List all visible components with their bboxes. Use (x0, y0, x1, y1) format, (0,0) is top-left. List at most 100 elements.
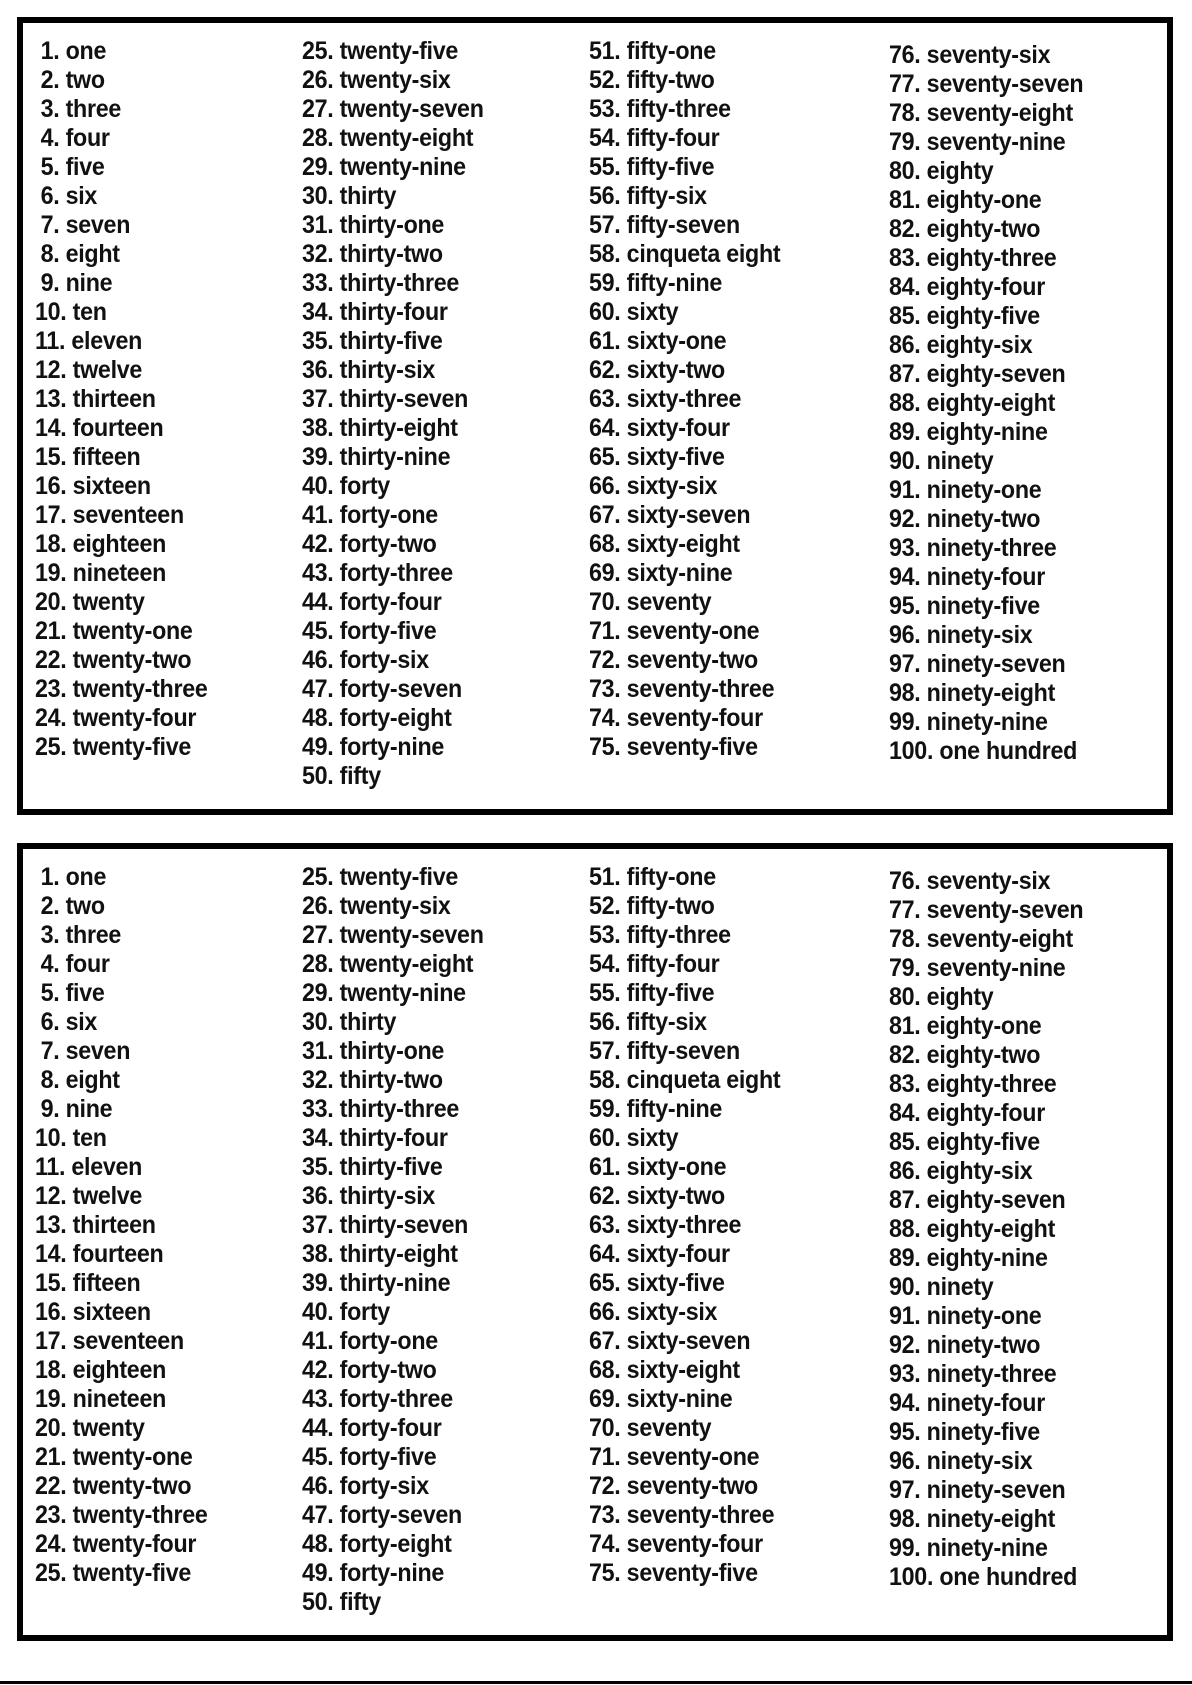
number-word-item: 51. fifty-one (589, 37, 716, 65)
number-word-item: 17. seventeen (35, 501, 184, 529)
number-word-item: 7. seven (40, 211, 131, 239)
number-word-item: 67. sixty-seven (589, 1327, 751, 1355)
number-word-item: 59. fifty-nine (589, 269, 723, 297)
number-word-item: 18. eighteen (35, 530, 167, 558)
number-word-item: 83. eighty-three (889, 1070, 1057, 1098)
number-word-item: 94. ninety-four (889, 563, 1046, 591)
number-word-item: 38. thirty-eight (302, 1240, 458, 1268)
number-word-item: 13. thirteen (35, 385, 156, 413)
number-word-item: 20. twenty (35, 1414, 145, 1442)
number-word-item: 3. three (40, 921, 122, 949)
number-word-item: 76. seventy-six (889, 41, 1051, 69)
bottom-divider (0, 1681, 1192, 1684)
number-word-item: 100. one hundred (889, 737, 1078, 765)
number-word-item: 96. ninety-six (889, 1447, 1033, 1475)
number-word-item: 24. twenty-four (35, 1530, 197, 1558)
number-word-item: 82. eighty-two (889, 1041, 1041, 1069)
number-word-item: 21. twenty-one (35, 617, 193, 645)
number-word-item: 44. forty-four (302, 1414, 442, 1442)
number-word-item: 8. eight (40, 1066, 120, 1094)
number-word-item: 88. eighty-eight (889, 389, 1056, 417)
number-word-item: 68. sixty-eight (589, 530, 740, 558)
number-word-item: 89. eighty-nine (889, 1244, 1048, 1272)
number-word-item: 49. forty-nine (302, 1559, 445, 1587)
number-word-item: 63. sixty-three (589, 1211, 742, 1239)
number-word-item: 53. fifty-three (589, 95, 731, 123)
number-word-item: 40. forty (302, 1298, 390, 1326)
number-word-item: 6. six (40, 1008, 98, 1036)
number-word-item: 54. fifty-four (589, 124, 720, 152)
number-word-item: 75. seventy-five (589, 733, 758, 761)
number-column: 51. fifty-one 52. fifty-two 53. fifty-thre… (589, 863, 795, 1588)
number-word-item: 97. ninety-seven (889, 650, 1066, 678)
number-word-item: 66. sixty-six (589, 1298, 718, 1326)
number-word-item: 47. forty-seven (302, 1501, 462, 1529)
number-word-item: 88. eighty-eight (889, 1215, 1056, 1243)
number-word-item: 29. twenty-nine (302, 979, 466, 1007)
number-word-item: 6. six (40, 182, 98, 210)
number-word-item: 32. thirty-two (302, 240, 443, 268)
number-word-item: 43. forty-three (302, 1385, 453, 1413)
number-word-item: 34. thirty-four (302, 1124, 448, 1152)
number-word-item: 48. forty-eight (302, 1530, 452, 1558)
number-word-item: 18. eighteen (35, 1356, 167, 1384)
number-word-item: 38. thirty-eight (302, 414, 458, 442)
number-word-item: 41. forty-one (302, 501, 438, 529)
number-word-item: 81. eighty-one (889, 1012, 1042, 1040)
number-word-item: 70. seventy (589, 1414, 712, 1442)
number-word-item: 83. eighty-three (889, 244, 1057, 272)
number-word-item: 21. twenty-one (35, 1443, 193, 1471)
number-word-item: 92. ninety-two (889, 1331, 1041, 1359)
number-word-item: 91. ninety-one (889, 1302, 1042, 1330)
number-word-item: 23. twenty-three (35, 675, 208, 703)
number-word-item: 52. fifty-two (589, 66, 715, 94)
number-word-item: 10. ten (35, 298, 107, 326)
number-word-item: 5. five (40, 153, 105, 181)
number-word-item: 60. sixty (589, 1124, 679, 1152)
number-word-item: 14. fourteen (35, 1240, 164, 1268)
number-word-item: 61. sixty-one (589, 1153, 727, 1181)
number-word-item: 29. twenty-nine (302, 153, 466, 181)
number-word-item: 93. ninety-three (889, 534, 1057, 562)
number-word-item: 25. twenty-five (35, 1559, 192, 1587)
number-word-item: 16. sixteen (35, 1298, 151, 1326)
number-word-item: 54. fifty-four (589, 950, 720, 978)
number-word-item: 63. sixty-three (589, 385, 742, 413)
number-word-item: 33. thirty-three (302, 269, 460, 297)
number-word-item: 15. fifteen (35, 443, 141, 471)
number-word-item: 87. eighty-seven (889, 360, 1066, 388)
number-word-item: 53. fifty-three (589, 921, 731, 949)
number-word-item: 52. fifty-two (589, 892, 715, 920)
number-word-item: 4. four (40, 950, 110, 978)
number-word-item: 91. ninety-one (889, 476, 1042, 504)
number-word-item: 85. eighty-five (889, 302, 1040, 330)
number-word-item: 73. seventy-three (589, 1501, 775, 1529)
number-word-item: 80. eighty (889, 983, 994, 1011)
number-word-item: 77. seventy-seven (889, 896, 1084, 924)
number-word-item: 26. twenty-six (302, 892, 451, 920)
number-word-item: 37. thirty-seven (302, 1211, 469, 1239)
number-word-item: 26. twenty-six (302, 66, 451, 94)
number-word-item: 58. cinqueta eight (589, 1066, 781, 1094)
number-word-item: 31. thirty-one (302, 211, 445, 239)
number-word-item: 79. seventy-nine (889, 954, 1066, 982)
number-word-item: 71. seventy-one (589, 1443, 760, 1471)
number-word-item: 78. seventy-eight (889, 99, 1073, 127)
number-word-item: 39. thirty-nine (302, 443, 451, 471)
number-word-item: 99. ninety-nine (889, 1534, 1048, 1562)
number-word-item: 98. ninety-eight (889, 679, 1056, 707)
number-word-item: 71. seventy-one (589, 617, 760, 645)
number-word-item: 12. twelve (35, 1182, 143, 1210)
number-word-item: 24. twenty-four (35, 704, 197, 732)
number-word-item: 44. forty-four (302, 588, 442, 616)
number-word-item: 2. two (40, 66, 105, 94)
number-word-item: 43. forty-three (302, 559, 453, 587)
number-word-item: 25. twenty-five (302, 863, 459, 891)
number-word-item: 41. forty-one (302, 1327, 438, 1355)
number-word-item: 85. eighty-five (889, 1128, 1040, 1156)
number-column: 25. twenty-five 26. twenty-six 27. twenty-… (302, 37, 497, 791)
number-word-item: 3. three (40, 95, 122, 123)
number-word-item: 77. seventy-seven (889, 70, 1084, 98)
number-word-item: 55. fifty-five (589, 979, 715, 1007)
number-word-item: 70. seventy (589, 588, 712, 616)
